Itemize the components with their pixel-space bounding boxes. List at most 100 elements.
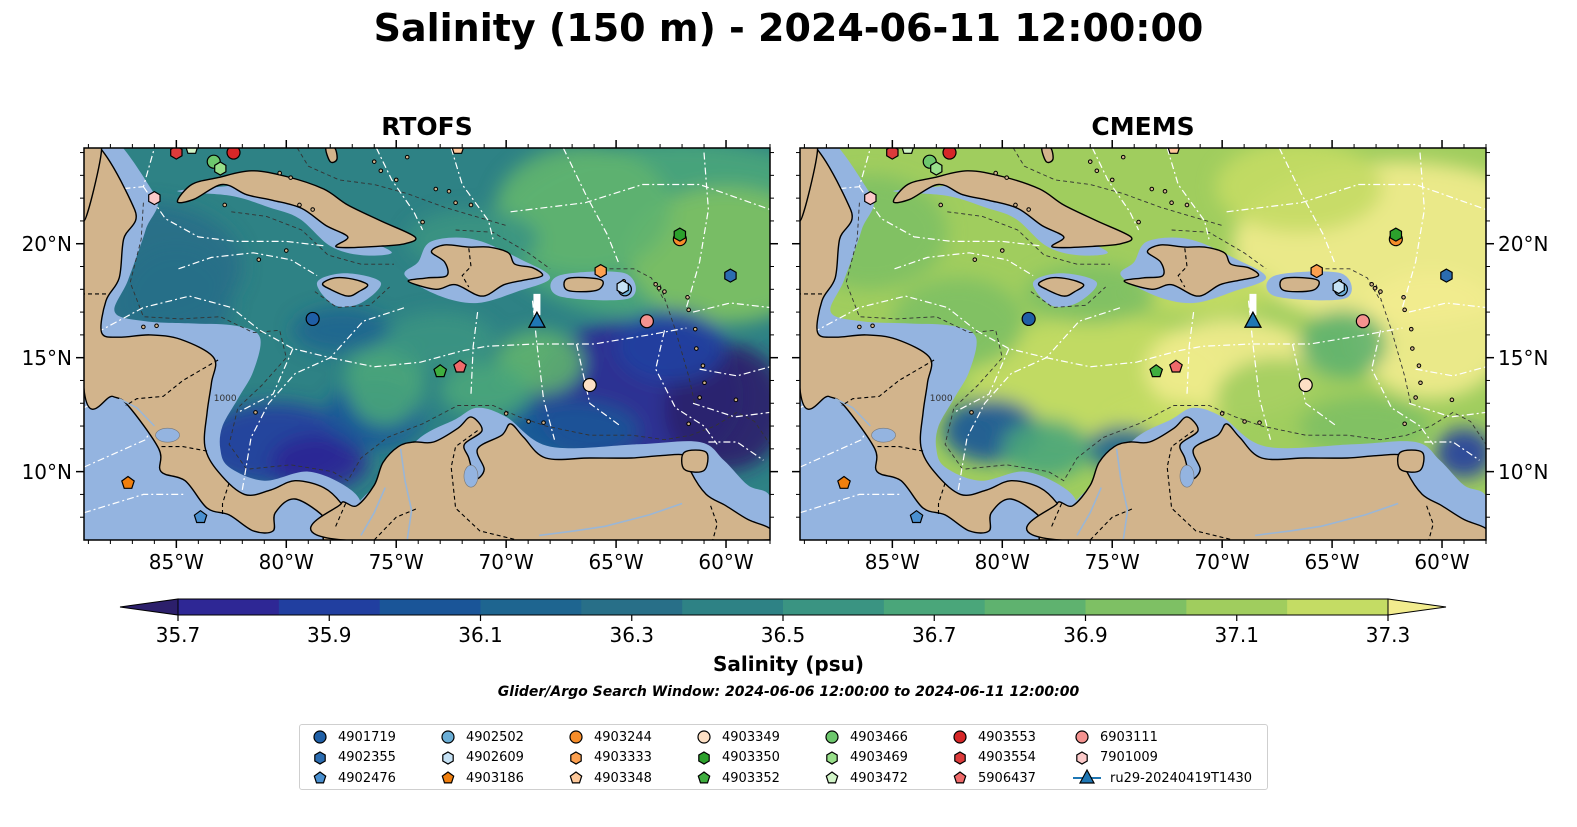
float-marker-6903111[interactable] xyxy=(639,314,654,329)
glider-marker[interactable] xyxy=(527,310,547,328)
eez-boundary xyxy=(1252,327,1403,345)
legend-symbol[interactable] xyxy=(825,771,839,784)
legend-marker-triangle-line xyxy=(1073,768,1101,784)
float-marker-4901719[interactable] xyxy=(1021,311,1036,327)
legend-symbol[interactable] xyxy=(441,730,455,744)
lon-tick-label: 65°W xyxy=(1304,550,1360,574)
float-marker-4903186[interactable] xyxy=(837,475,851,489)
eez-boundary xyxy=(894,252,1034,277)
island xyxy=(1219,411,1225,416)
legend-label: 4903350 xyxy=(722,750,780,765)
land-puerto-rico xyxy=(563,276,604,293)
legend-symbol[interactable] xyxy=(825,730,839,744)
island xyxy=(656,285,662,291)
float-marker-4902476[interactable] xyxy=(909,509,924,524)
float-marker-4903469[interactable] xyxy=(214,161,227,176)
depth-contour-1000 xyxy=(1012,148,1223,226)
float-marker-4903349[interactable] xyxy=(582,377,597,393)
eez-boundary xyxy=(510,183,770,213)
float-marker-4903352[interactable] xyxy=(433,364,448,378)
legend-marker-pentagon xyxy=(313,771,327,784)
island xyxy=(468,202,474,208)
float-marker-4903333[interactable] xyxy=(594,263,607,279)
depth-contour-1000 xyxy=(947,211,1110,265)
country-border xyxy=(1426,505,1434,540)
legend-symbol[interactable] xyxy=(313,771,327,784)
float-marker-7901009[interactable] xyxy=(864,190,877,206)
eez-boundary xyxy=(692,302,770,313)
float-marker-4902476[interactable] xyxy=(193,509,208,524)
float-marker-4903553[interactable] xyxy=(942,146,957,160)
float-marker-4903350[interactable] xyxy=(673,227,687,242)
legend-marker-hexagon xyxy=(570,750,582,765)
map-panel-rtofs: 1000 xyxy=(84,142,770,540)
legend-symbol[interactable] xyxy=(569,730,583,744)
float-marker-4902355[interactable] xyxy=(724,268,737,283)
lat-tick-label: 20°N xyxy=(21,231,72,256)
float-marker-4902609[interactable] xyxy=(616,279,629,295)
float-marker-4903348[interactable] xyxy=(451,142,464,154)
float-marker-4903186[interactable] xyxy=(121,475,135,489)
legend-marker-pentagon xyxy=(697,771,711,784)
float-marker-4902609[interactable] xyxy=(1332,279,1345,295)
float-marker-4901719[interactable] xyxy=(305,311,320,327)
eez-boundary xyxy=(1408,302,1486,313)
legend-marker-pentagon xyxy=(953,771,967,784)
legend-symbol[interactable] xyxy=(953,771,967,784)
float-marker-4903553[interactable] xyxy=(226,146,241,160)
legend-label: 4903349 xyxy=(722,729,780,745)
legend: 4901719 4902355 4902476 4902502 4902609 49031… xyxy=(299,724,1268,790)
island xyxy=(857,324,862,330)
float-marker-4902355[interactable] xyxy=(1440,268,1453,283)
float-marker-4903472[interactable] xyxy=(185,142,198,154)
float-marker-6903111[interactable] xyxy=(1355,314,1370,329)
country-border xyxy=(1089,507,1135,540)
float-marker-4903352[interactable] xyxy=(1149,364,1164,378)
legend-symbol[interactable] xyxy=(570,750,582,765)
float-marker-4903554[interactable] xyxy=(886,146,899,160)
legend-symbol[interactable] xyxy=(1075,730,1089,744)
legend-label: 7901009 xyxy=(1100,750,1158,765)
colorbar-tick-label: 37.3 xyxy=(1366,623,1411,647)
land-jamaica xyxy=(321,276,369,297)
legend-symbol[interactable] xyxy=(954,750,966,765)
legend-marker-pentagon xyxy=(441,771,455,784)
legend-symbol[interactable] xyxy=(698,750,710,765)
legend-symbol[interactable] xyxy=(569,771,583,784)
legend-symbol[interactable] xyxy=(697,730,711,744)
float-marker-4903333[interactable] xyxy=(1310,263,1323,279)
island xyxy=(1369,281,1374,287)
colorbar-tick-label: 36.3 xyxy=(609,623,654,647)
float-marker-5906437[interactable] xyxy=(453,359,467,373)
float-marker-4903348[interactable] xyxy=(1167,142,1180,154)
float-marker-4903472[interactable] xyxy=(901,142,914,154)
legend-item: 4903466 xyxy=(822,727,908,747)
lake-maracaibo xyxy=(463,464,479,488)
legend-symbol[interactable] xyxy=(697,771,711,784)
contour-label: 1000 xyxy=(214,394,237,404)
depth-contour-1000 xyxy=(314,286,390,308)
colorbar-tick-label: 35.9 xyxy=(307,623,352,647)
legend-symbol[interactable] xyxy=(441,771,455,784)
float-marker-5906437[interactable] xyxy=(1169,359,1183,373)
float-marker-7901009[interactable] xyxy=(148,190,161,206)
colorbar-tick-label: 36.1 xyxy=(458,623,503,647)
glider-marker[interactable] xyxy=(1243,310,1263,328)
float-marker-4903350[interactable] xyxy=(1389,227,1403,242)
legend-symbol[interactable] xyxy=(953,730,967,744)
island xyxy=(1402,421,1407,427)
legend-symbol[interactable] xyxy=(442,750,454,765)
legend-symbol[interactable] xyxy=(1076,750,1088,765)
float-marker-4903349[interactable] xyxy=(1298,377,1313,393)
legend-symbol[interactable] xyxy=(826,750,838,765)
eez-boundary xyxy=(241,306,406,490)
float-marker-4903554[interactable] xyxy=(170,146,183,160)
island xyxy=(541,420,546,425)
land-central-america xyxy=(800,148,1065,540)
glider-track xyxy=(1249,293,1257,316)
eez-boundary xyxy=(858,186,1042,247)
legend-symbol[interactable] xyxy=(314,750,326,765)
float-marker-4903469[interactable] xyxy=(930,161,943,176)
legend-symbol[interactable] xyxy=(313,730,327,744)
legend-symbol[interactable] xyxy=(1078,768,1096,784)
